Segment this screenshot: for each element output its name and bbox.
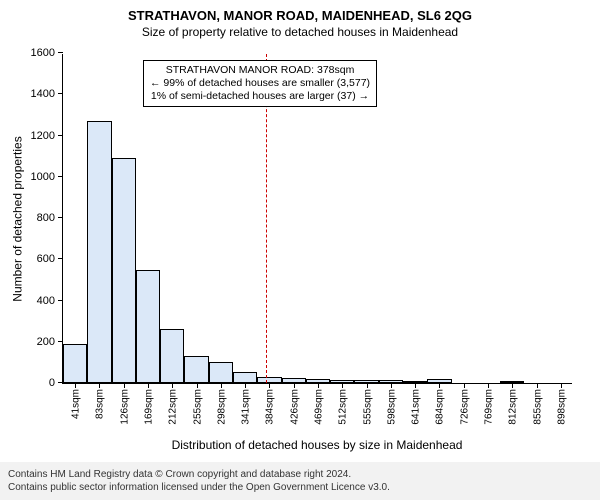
- y-tick-mark: [58, 52, 63, 53]
- x-tick-mark: [464, 383, 465, 388]
- x-tick-mark: [172, 383, 173, 388]
- x-tick-mark: [561, 383, 562, 388]
- x-tick-label: 598sqm: [384, 389, 397, 425]
- histogram-bar: [136, 270, 160, 383]
- y-tick-mark: [58, 135, 63, 136]
- x-tick-label: 726sqm: [457, 389, 470, 425]
- chart-title-sub: Size of property relative to detached ho…: [0, 23, 600, 43]
- figure-container: STRATHAVON, MANOR ROAD, MAIDENHEAD, SL6 …: [0, 0, 600, 500]
- x-tick-mark: [269, 383, 270, 388]
- x-tick-mark: [391, 383, 392, 388]
- y-tick-mark: [58, 341, 63, 342]
- x-tick-label: 769sqm: [481, 389, 494, 425]
- x-tick-mark: [415, 383, 416, 388]
- annotation-line-2: ← 99% of detached houses are smaller (3,…: [150, 77, 370, 90]
- footer-line-1: Contains HM Land Registry data © Crown c…: [8, 468, 592, 481]
- x-tick-mark: [537, 383, 538, 388]
- x-tick-mark: [294, 383, 295, 388]
- y-tick-mark: [58, 93, 63, 94]
- x-tick-label: 812sqm: [506, 389, 519, 425]
- footer-attribution: Contains HM Land Registry data © Crown c…: [0, 462, 600, 500]
- y-tick-label: 1000: [31, 171, 63, 183]
- histogram-bar: [209, 362, 233, 383]
- y-tick-label: 200: [37, 336, 63, 348]
- y-tick-mark: [58, 217, 63, 218]
- x-tick-label: 512sqm: [336, 389, 349, 425]
- chart-title-main: STRATHAVON, MANOR ROAD, MAIDENHEAD, SL6 …: [0, 0, 600, 23]
- x-tick-label: 855sqm: [530, 389, 543, 425]
- x-tick-mark: [342, 383, 343, 388]
- x-tick-mark: [124, 383, 125, 388]
- y-tick-label: 1200: [31, 130, 63, 142]
- y-tick-label: 800: [37, 212, 63, 224]
- x-tick-label: 126sqm: [117, 389, 130, 425]
- x-tick-label: 212sqm: [166, 389, 179, 425]
- x-tick-mark: [488, 383, 489, 388]
- histogram-bar: [63, 344, 87, 383]
- y-tick-mark: [58, 300, 63, 301]
- x-tick-label: 83sqm: [93, 389, 106, 419]
- x-tick-label: 255sqm: [190, 389, 203, 425]
- x-tick-label: 384sqm: [263, 389, 276, 425]
- x-tick-mark: [318, 383, 319, 388]
- x-tick-mark: [245, 383, 246, 388]
- x-tick-mark: [367, 383, 368, 388]
- histogram-bar: [112, 158, 136, 383]
- annotation-line-1: STRATHAVON MANOR ROAD: 378sqm: [150, 64, 370, 77]
- footer-line-2: Contains public sector information licen…: [8, 481, 592, 494]
- y-tick-label: 1400: [31, 88, 63, 100]
- x-tick-label: 169sqm: [141, 389, 154, 425]
- x-tick-label: 641sqm: [409, 389, 422, 425]
- x-tick-label: 469sqm: [311, 389, 324, 425]
- y-axis-label-text: Number of detached properties: [11, 136, 25, 301]
- x-tick-mark: [512, 383, 513, 388]
- histogram-bar: [160, 329, 184, 383]
- y-tick-label: 400: [37, 295, 63, 307]
- x-tick-mark: [99, 383, 100, 388]
- y-tick-label: 0: [49, 377, 63, 389]
- x-tick-label: 341sqm: [239, 389, 252, 425]
- x-axis-label: Distribution of detached houses by size …: [62, 438, 572, 452]
- x-tick-label: 898sqm: [554, 389, 567, 425]
- x-tick-label: 41sqm: [69, 389, 82, 419]
- y-tick-mark: [58, 176, 63, 177]
- y-tick-label: 1600: [31, 47, 63, 59]
- x-tick-mark: [221, 383, 222, 388]
- x-tick-mark: [75, 383, 76, 388]
- y-axis-label: Number of detached properties: [10, 54, 26, 384]
- x-tick-mark: [439, 383, 440, 388]
- annotation-line-3: 1% of semi-detached houses are larger (3…: [150, 90, 370, 103]
- histogram-plot: 0200400600800100012001400160041sqm83sqm1…: [62, 54, 572, 384]
- x-tick-label: 426sqm: [287, 389, 300, 425]
- y-tick-label: 600: [37, 253, 63, 265]
- x-tick-label: 298sqm: [214, 389, 227, 425]
- x-tick-mark: [148, 383, 149, 388]
- x-tick-label: 684sqm: [433, 389, 446, 425]
- x-tick-mark: [197, 383, 198, 388]
- histogram-bar: [233, 372, 257, 383]
- histogram-bar: [87, 121, 111, 383]
- annotation-box: STRATHAVON MANOR ROAD: 378sqm← 99% of de…: [143, 60, 377, 107]
- histogram-bar: [184, 356, 208, 383]
- y-tick-mark: [58, 258, 63, 259]
- x-tick-label: 555sqm: [360, 389, 373, 425]
